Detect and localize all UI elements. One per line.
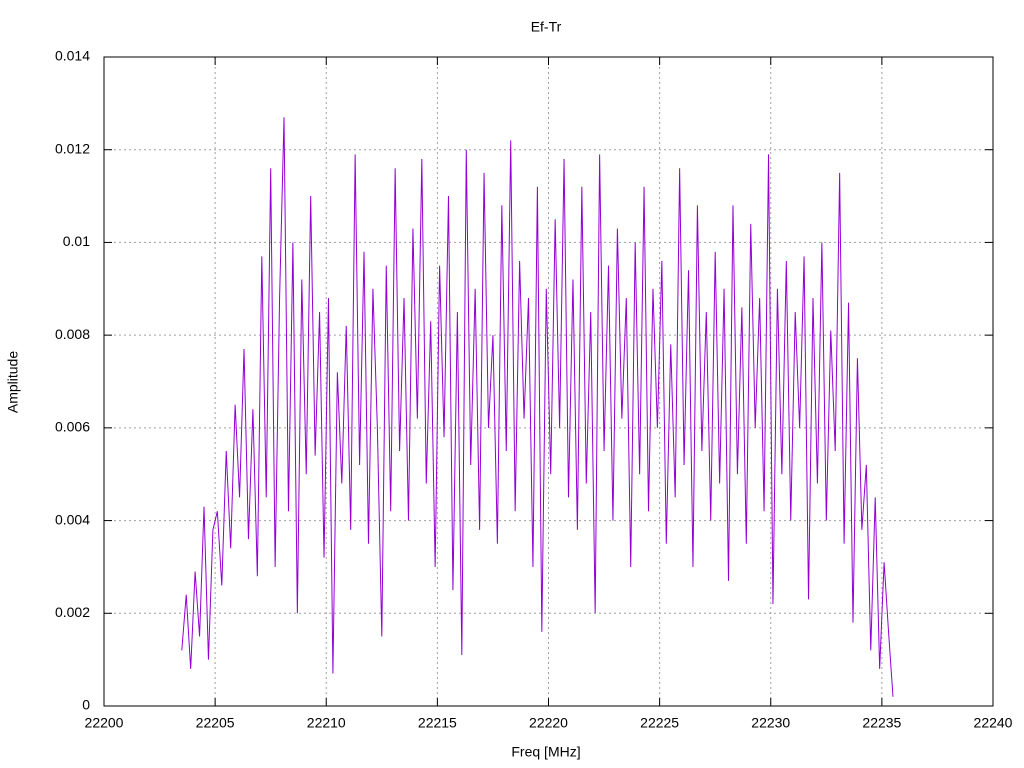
y-tick-label: 0.002 [55, 604, 90, 620]
x-axis-label: Freq [MHz] [511, 744, 580, 760]
x-tick-label: 22230 [751, 715, 790, 731]
x-tick-label: 22240 [974, 715, 1013, 731]
x-tick-label: 22225 [640, 715, 679, 731]
x-tick-label: 22210 [307, 715, 346, 731]
x-tick-label: 22200 [85, 715, 124, 731]
y-tick-label: 0.014 [55, 48, 90, 64]
y-tick-label: 0.01 [63, 233, 90, 249]
data-line [181, 117, 894, 697]
chart-title: Ef-Tr [531, 19, 562, 35]
y-tick-label: 0.012 [55, 140, 90, 156]
y-tick-label: 0 [82, 697, 90, 713]
plot-border [103, 56, 994, 707]
y-tick-label: 0.006 [55, 419, 90, 435]
x-tick-label: 22205 [196, 715, 235, 731]
x-tick-label: 22220 [529, 715, 568, 731]
x-tick-label: 22235 [862, 715, 901, 731]
y-tick-label: 0.008 [55, 326, 90, 342]
y-axis-label: Amplitude [5, 351, 21, 413]
plot [181, 117, 894, 697]
y-tick-label: 0.004 [55, 511, 90, 527]
x-tick-label: 22215 [418, 715, 457, 731]
